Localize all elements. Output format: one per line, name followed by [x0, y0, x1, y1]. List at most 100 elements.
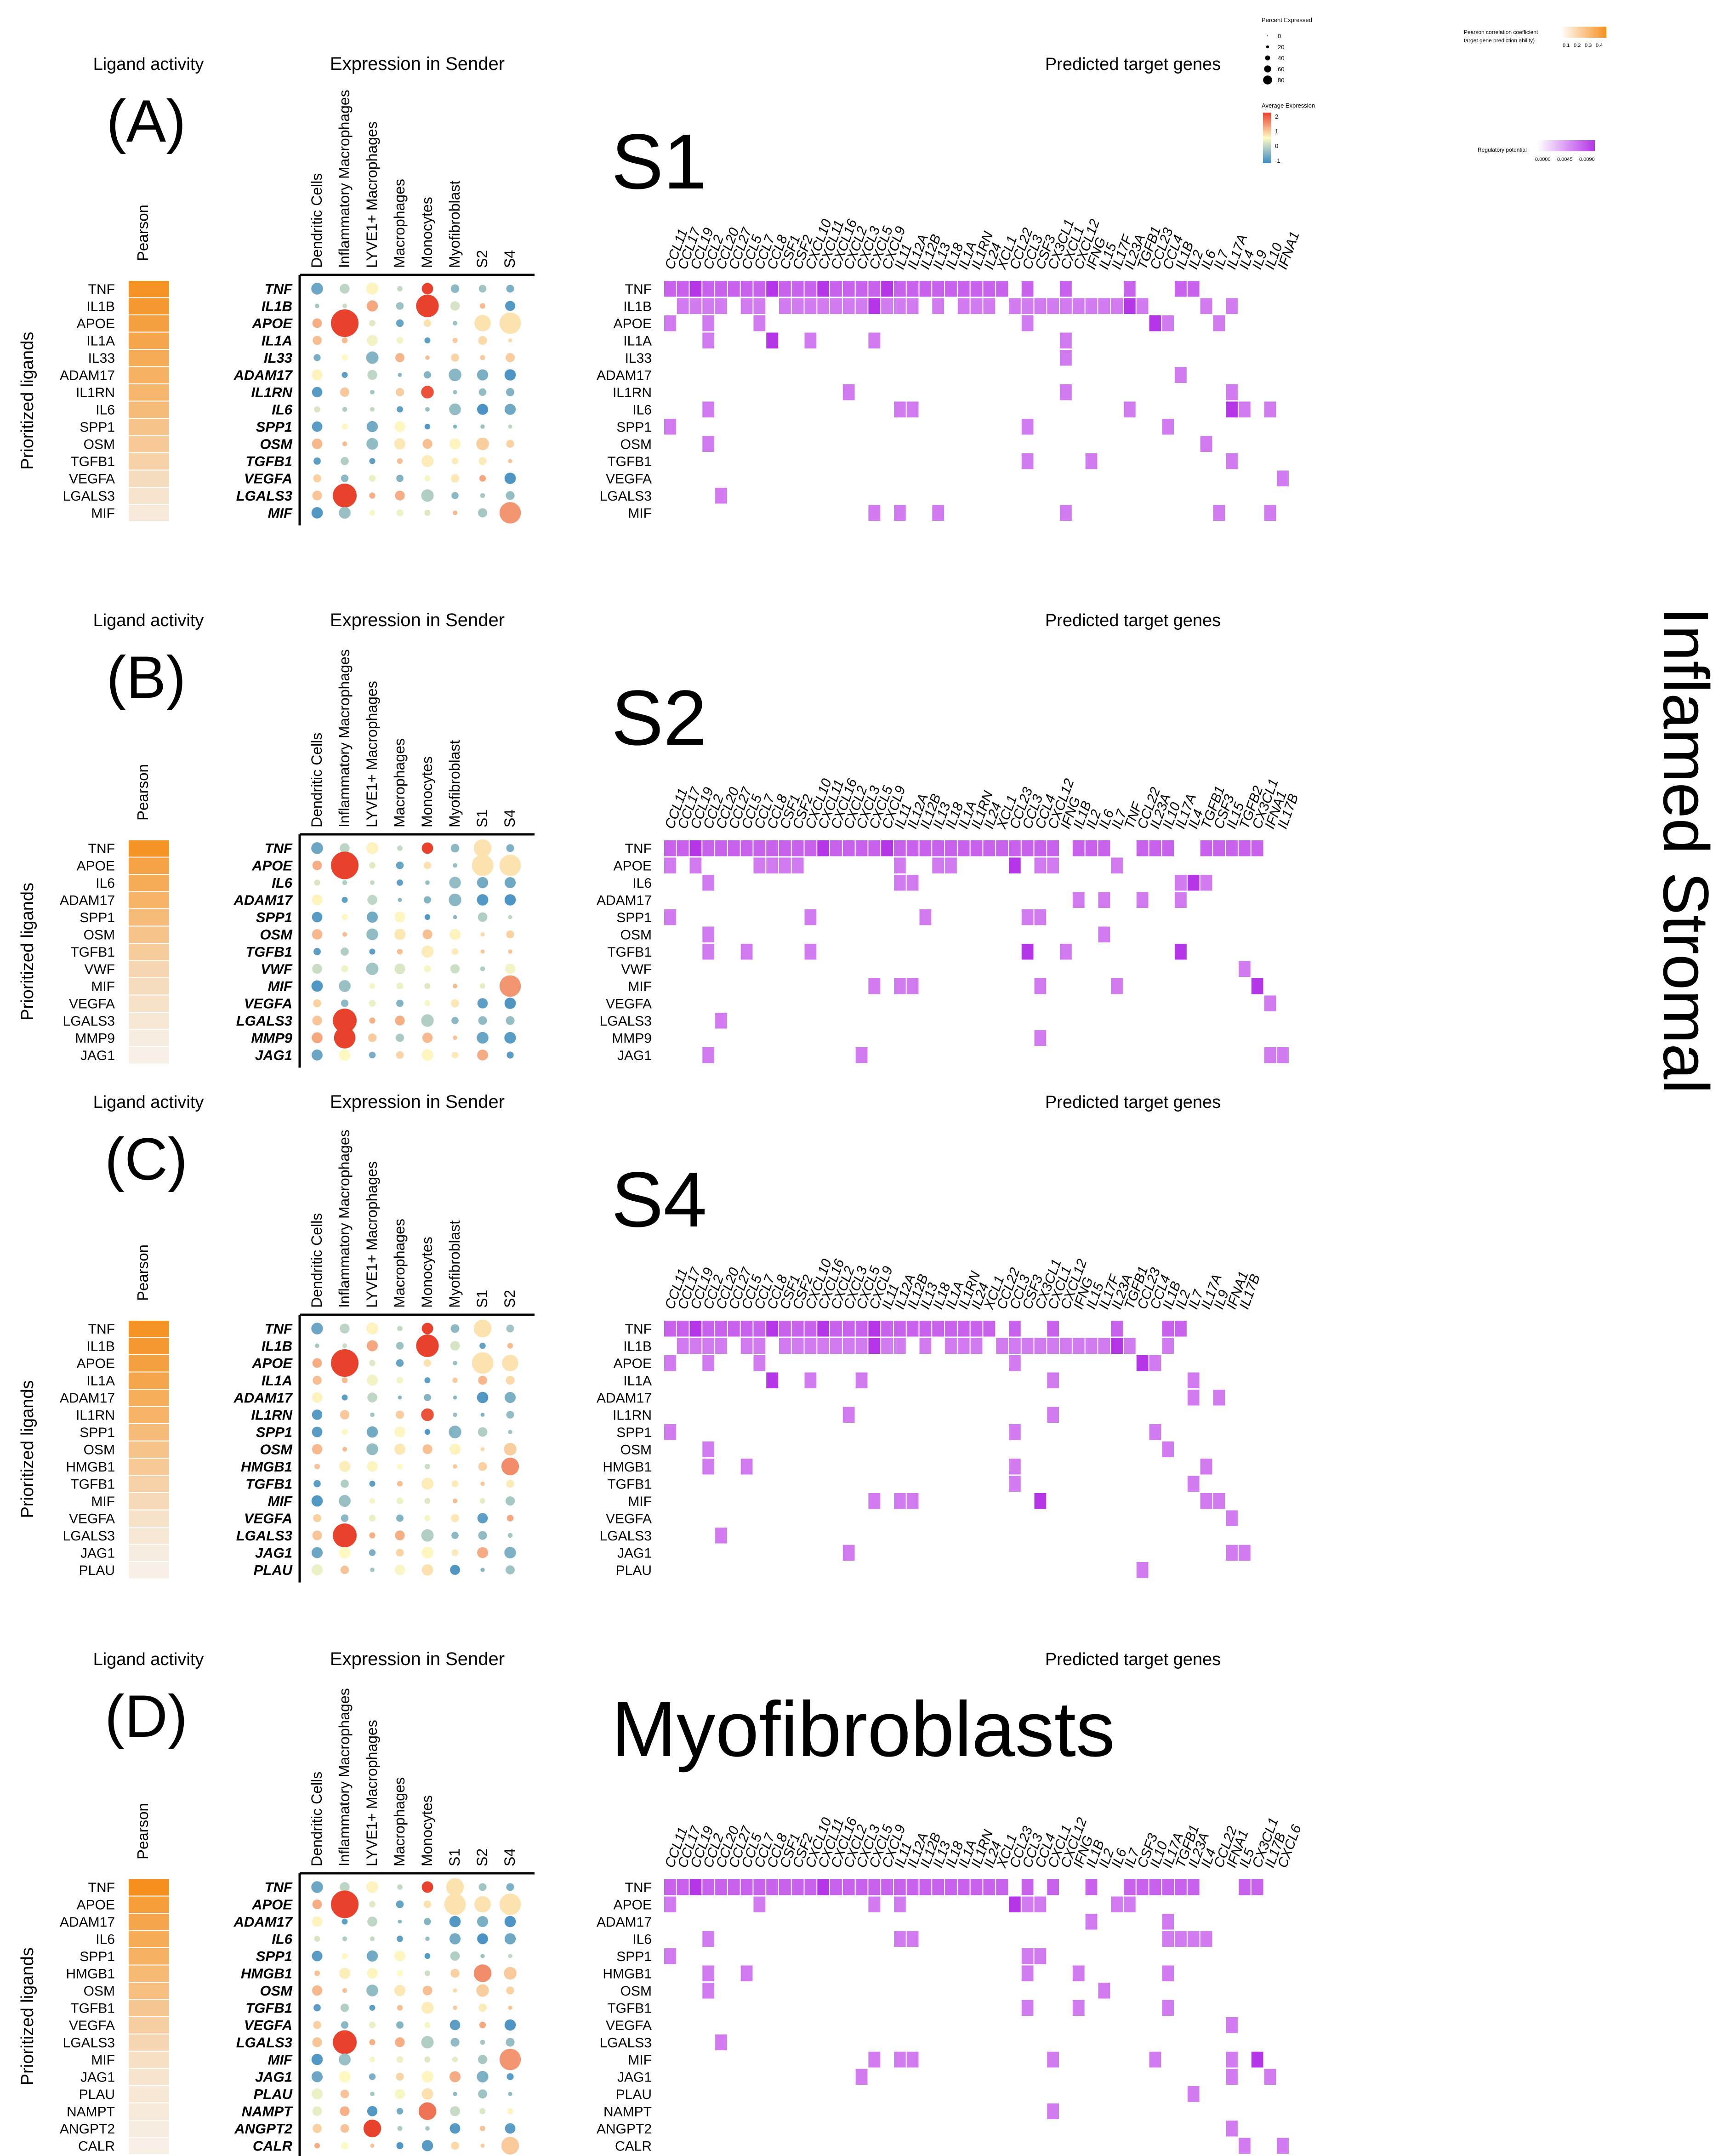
dotplot-ligand-label: IL1RN [251, 1407, 292, 1423]
expression-dot [340, 387, 350, 397]
expression-dot [315, 303, 319, 308]
heatmap-ligand-label: HMGB1 [603, 1460, 652, 1475]
expression-dot [473, 1319, 492, 1338]
expression-dot [396, 982, 404, 990]
expression-dot [396, 1051, 404, 1059]
heatmap-ligand-label: APOE [614, 1356, 652, 1371]
expression-dot [339, 1460, 351, 1472]
expression-dot [506, 844, 514, 852]
dotplot-ligand-label: TNF [265, 840, 293, 856]
ligand-label: LGALS3 [63, 2036, 115, 2051]
expression-dot [370, 2144, 375, 2148]
heatmap-ligand-label: IL6 [632, 876, 652, 891]
expression-dot [425, 1936, 430, 1941]
heatmap-cell [804, 332, 817, 348]
heatmap-cell [1021, 909, 1034, 925]
pearson-cell [129, 350, 169, 366]
ligand-label: SPP1 [80, 1425, 115, 1440]
heatmap-ligand-label: CALR [615, 2139, 652, 2154]
expression-dot [451, 999, 459, 1008]
heatmap-cell [1277, 470, 1289, 486]
expression-dot [422, 1032, 433, 1043]
expression-dot [451, 1514, 459, 1523]
heatmap-cell [753, 298, 766, 314]
legend-avg-ticks: 2 1 0 -1 [1275, 113, 1280, 164]
heatmap-cell [1047, 2052, 1059, 2068]
ligand-label: IL1B [86, 299, 115, 314]
heatmap-cell [1098, 1338, 1110, 1354]
heatmap-cell [753, 281, 766, 297]
dotplot-ligand-label: SPP1 [256, 1424, 292, 1440]
expression-dot [480, 2040, 485, 2045]
expression-dot [453, 915, 457, 919]
expression-dot [312, 1426, 323, 1437]
expression-dot [480, 1413, 485, 1417]
heatmap-cell [804, 840, 817, 856]
pearson-cell [129, 1338, 169, 1354]
expression-dot [366, 1985, 378, 1996]
heatmap-cell [906, 840, 919, 856]
expression-dot [449, 877, 461, 889]
expression-dot [506, 2073, 514, 2081]
heatmap-cell [1021, 840, 1034, 856]
expression-dot [396, 474, 404, 482]
expression-dot [450, 301, 460, 311]
expression-dot [313, 2004, 321, 2012]
sender-label: Myofibroblast [446, 740, 463, 827]
expression-dot [366, 1443, 378, 1455]
expression-dot [311, 507, 323, 519]
sender-label: Inflammatory Macrophages [336, 1688, 353, 1866]
expression-dot [424, 509, 431, 516]
dotplot-ligand-label: SPP1 [256, 419, 292, 435]
heatmap-cell [804, 909, 817, 925]
heatmap-cell [1175, 367, 1187, 383]
expression-dot [424, 1498, 431, 1504]
ligand-label: APOE [77, 1898, 115, 1913]
heatmap-cell [753, 1896, 766, 1912]
heatmap-cell [702, 298, 715, 314]
sender-label: Monocytes [419, 197, 435, 268]
heatmap-cell [919, 1879, 932, 1895]
heatmap-cell [1123, 1879, 1136, 1895]
expression-dot [416, 294, 439, 318]
heatmap-cell [1149, 315, 1161, 331]
dotplot-ligand-label: APOE [251, 1897, 293, 1913]
heatmap-ligand-label: VEGFA [606, 472, 652, 487]
expression-dot [311, 2053, 323, 2065]
targets-title: Predicted target genes [1045, 1093, 1221, 1112]
expression-dot [480, 1954, 485, 1958]
heatmap-cell [906, 298, 919, 314]
legend-regulatory-tick: 0.0000 [1535, 157, 1551, 162]
expression-dot [333, 1523, 357, 1547]
heatmap-ligand-label: SPP1 [616, 420, 652, 435]
expression-dot [312, 1985, 323, 1996]
expression-dot [396, 302, 404, 310]
expression-dot [421, 2002, 434, 2014]
expression-dot [370, 1412, 375, 1417]
expression-dot [311, 1547, 323, 1558]
ligand-label: HMGB1 [66, 1460, 115, 1475]
expression-dot [396, 509, 404, 516]
expression-dot [499, 855, 521, 876]
expression-dot [499, 975, 521, 997]
expression-dot [479, 2125, 486, 2132]
heatmap-cell [702, 840, 715, 856]
dotplot-ligand-label: IL1RN [251, 384, 292, 400]
pearson-cell [129, 2086, 169, 2103]
expression-dot [395, 353, 404, 362]
heatmap-cell [740, 1879, 753, 1895]
heatmap-cell [893, 875, 906, 891]
expression-dot [424, 896, 431, 904]
expression-dot [312, 491, 322, 501]
legend-percent-dot [1264, 65, 1271, 73]
expression-dot [313, 1375, 322, 1385]
pearson-cell [129, 1390, 169, 1406]
dotplot-ligand-label: JAG1 [255, 2069, 292, 2085]
heatmap-cell [740, 1459, 753, 1475]
expression-dot [424, 2056, 431, 2063]
ligand-label: TGFB1 [70, 454, 115, 469]
heatmap-cell [1060, 298, 1072, 314]
expression-dot [504, 998, 516, 1009]
expression-dot [506, 1051, 514, 1059]
heatmap-cell [1149, 840, 1161, 856]
